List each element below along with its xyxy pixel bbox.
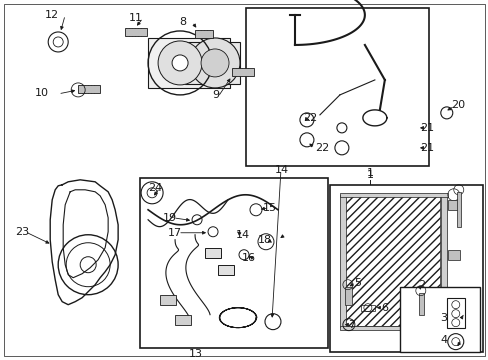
Bar — [339, 195, 345, 327]
Bar — [440, 195, 446, 327]
Text: 9: 9 — [212, 90, 219, 100]
Text: 14: 14 — [235, 230, 249, 240]
Circle shape — [201, 49, 228, 77]
Bar — [184, 42, 240, 84]
Text: 10: 10 — [35, 88, 49, 98]
Text: 22: 22 — [302, 113, 316, 123]
Text: 17: 17 — [168, 228, 182, 238]
Bar — [446, 298, 464, 328]
Text: 1: 1 — [366, 168, 373, 178]
Text: 2: 2 — [417, 280, 425, 290]
Bar — [399, 287, 479, 352]
Bar — [339, 326, 447, 330]
Text: 12: 12 — [45, 10, 59, 20]
Bar — [447, 250, 459, 260]
Bar — [344, 196, 439, 326]
Text: 6: 6 — [381, 303, 387, 313]
Text: 8: 8 — [179, 17, 186, 27]
Text: 15: 15 — [263, 203, 276, 213]
Text: 24: 24 — [148, 183, 162, 193]
Text: 22: 22 — [314, 143, 328, 153]
Text: 3: 3 — [439, 313, 447, 323]
Bar — [447, 300, 459, 310]
Text: 20: 20 — [450, 100, 464, 110]
Bar — [339, 193, 447, 197]
Bar — [160, 295, 176, 305]
Text: 5: 5 — [354, 278, 361, 288]
Text: 13: 13 — [189, 348, 203, 359]
Bar — [148, 38, 229, 88]
Text: 21: 21 — [419, 123, 433, 133]
Bar — [78, 85, 100, 93]
Text: 19: 19 — [163, 213, 177, 223]
Text: 14: 14 — [274, 165, 288, 175]
Bar — [218, 265, 234, 275]
Circle shape — [190, 38, 240, 88]
Text: 11: 11 — [129, 13, 143, 23]
Circle shape — [158, 41, 202, 85]
Bar — [231, 68, 253, 76]
Text: 1: 1 — [366, 170, 373, 180]
Text: 18: 18 — [257, 235, 271, 245]
Circle shape — [172, 55, 188, 71]
Bar — [245, 8, 428, 166]
Bar — [447, 200, 459, 210]
Bar — [140, 178, 327, 348]
Bar — [175, 315, 191, 325]
Bar — [329, 185, 482, 352]
Bar — [204, 248, 221, 258]
Text: 7: 7 — [347, 320, 355, 330]
Bar — [195, 30, 213, 38]
Text: 16: 16 — [242, 253, 256, 263]
Bar — [125, 28, 147, 36]
Bar — [360, 305, 374, 311]
Text: 23: 23 — [15, 227, 29, 237]
Text: 21: 21 — [419, 143, 433, 153]
Bar — [344, 287, 351, 305]
Bar — [456, 192, 460, 227]
Text: 4: 4 — [439, 335, 447, 345]
Bar — [418, 293, 423, 315]
